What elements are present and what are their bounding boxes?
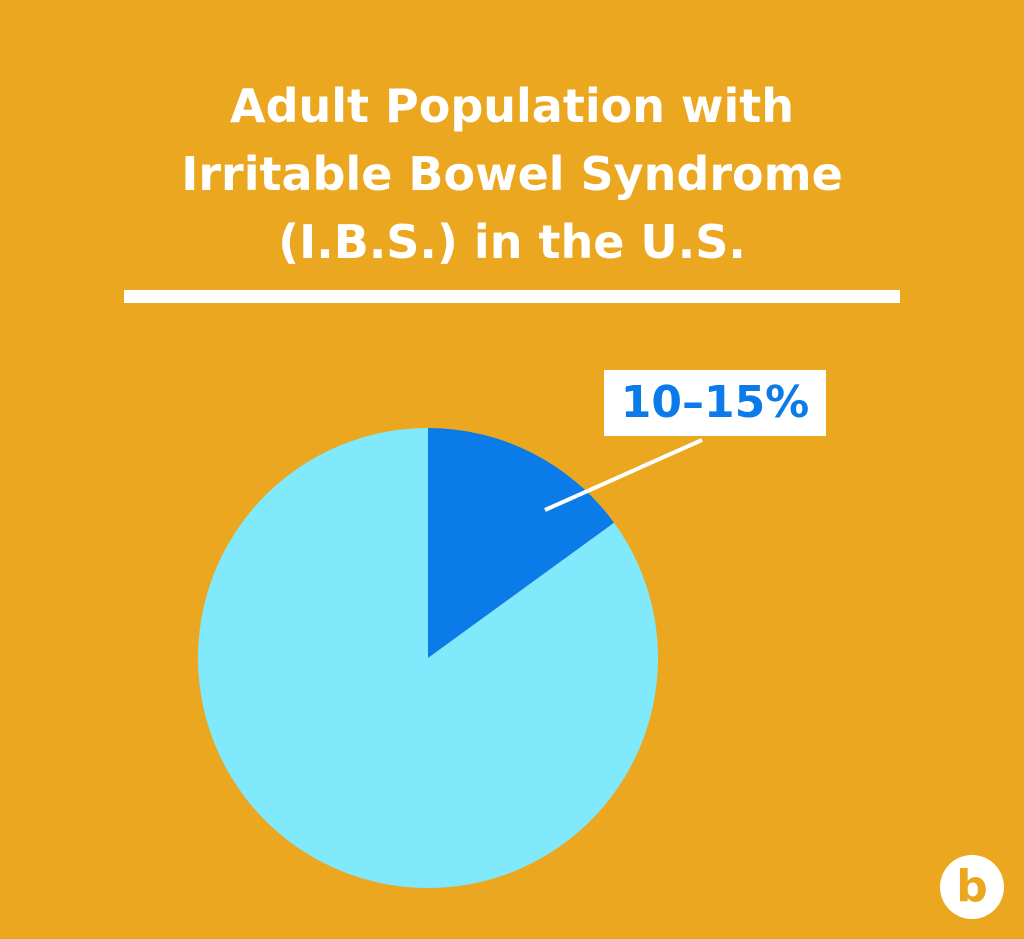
label-box — [604, 370, 826, 436]
pie-slice — [197, 428, 659, 888]
title-rule — [124, 290, 900, 303]
value-label: 10–15% — [621, 377, 810, 428]
chart-title: Adult Population with Irritable Bowel Sy… — [181, 79, 843, 269]
pie — [197, 428, 659, 888]
logo: b — [956, 861, 988, 912]
pie-slice — [428, 428, 615, 658]
leader-line — [544, 438, 703, 512]
logo-circle — [940, 855, 1004, 919]
